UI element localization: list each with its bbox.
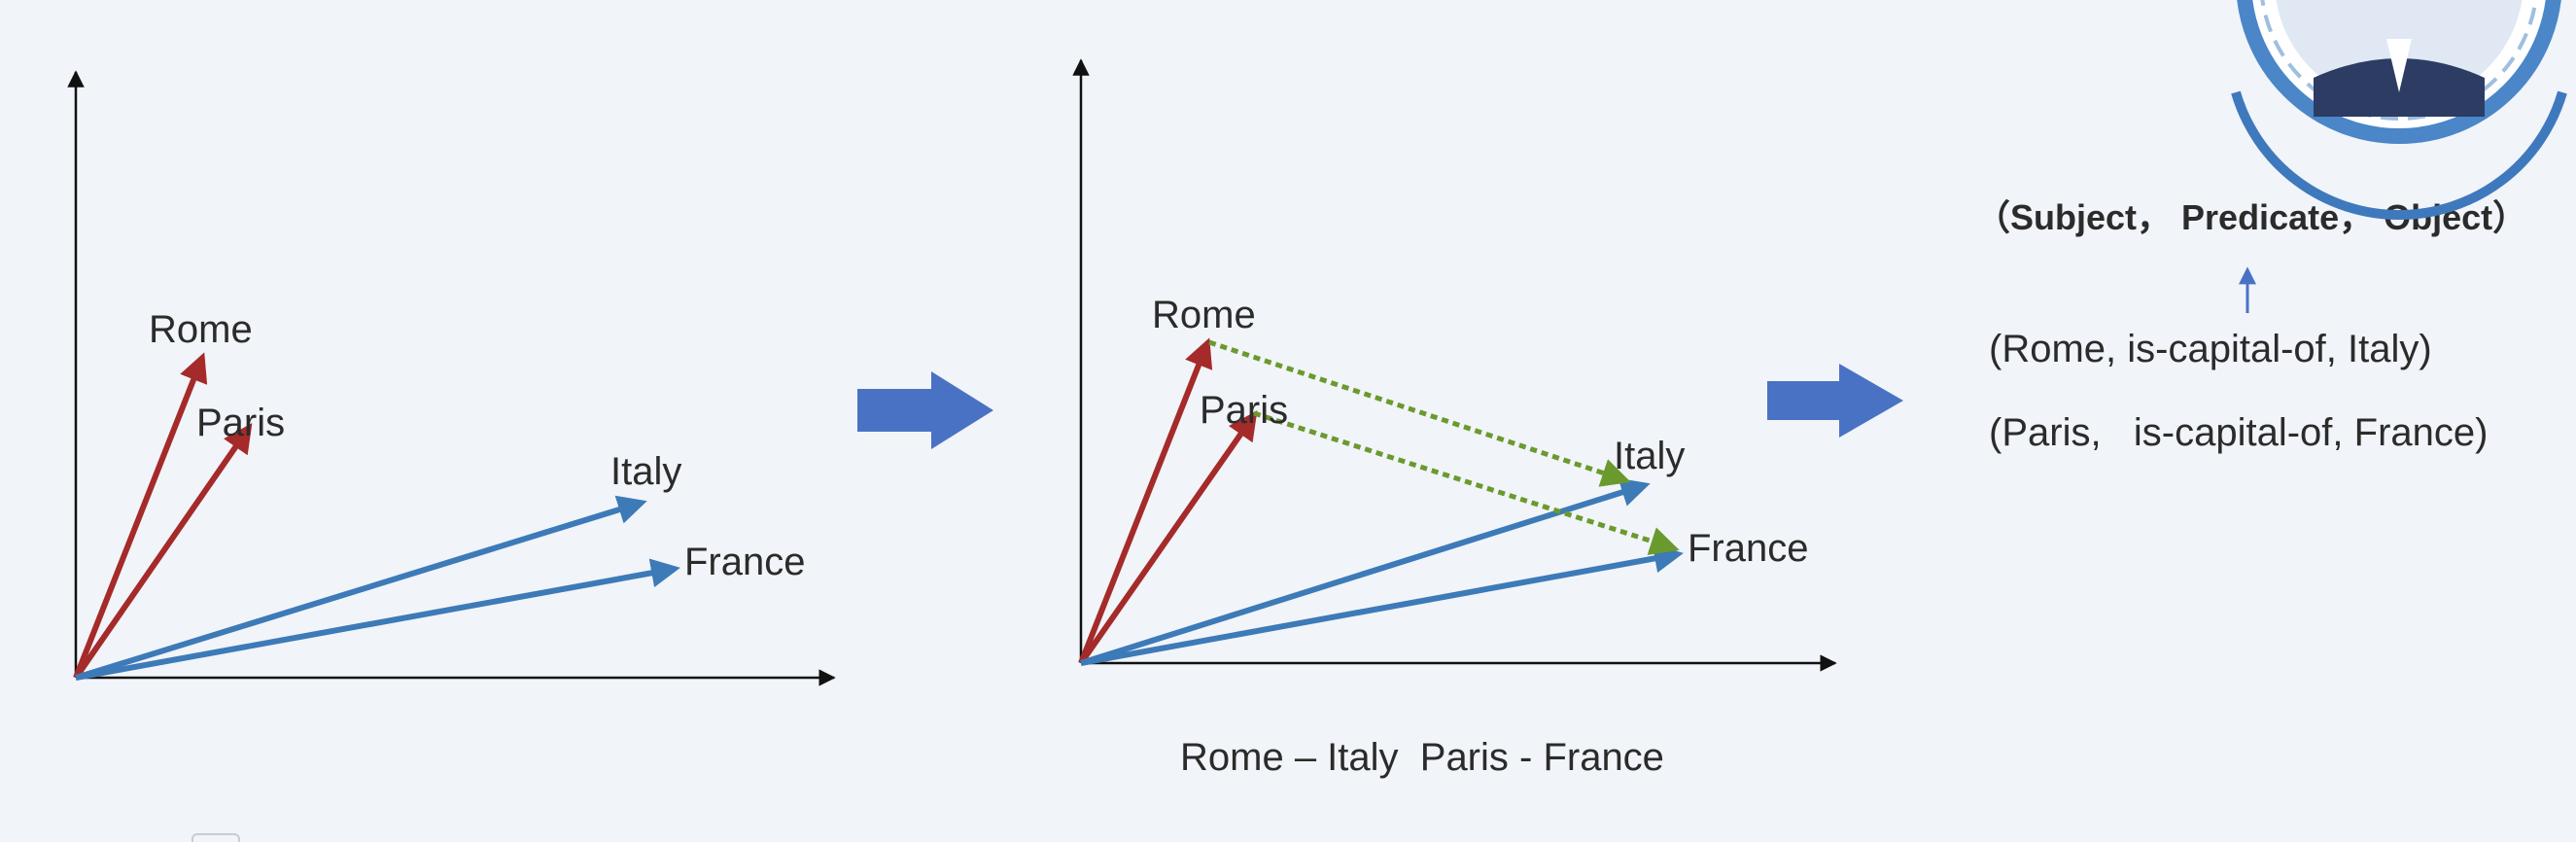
middle-italy-label: Italy: [1614, 435, 1685, 477]
left-rome-vector: [73, 352, 208, 680]
presenter-avatar: [2231, 0, 2567, 220]
middle-paris-label: Paris: [1200, 389, 1288, 432]
transition-arrow-2: [1767, 364, 1903, 438]
middle-rome-label: Rome: [1152, 294, 1256, 336]
middle-caption: Rome – Italy Paris - France: [1180, 736, 1664, 779]
corner-mark: [191, 833, 240, 842]
paris-france-relation-vector: [1253, 410, 1680, 555]
triple-header: （Subject， Predicate， Object）: [1975, 197, 2527, 237]
middle-rome-vector: [1078, 337, 1213, 665]
left-rome-label: Rome: [149, 308, 253, 351]
left-france-vector: [75, 558, 680, 681]
middle-france-label: France: [1688, 527, 1809, 570]
middle-france-vector: [1080, 544, 1684, 666]
left-paris-vector: [73, 423, 253, 680]
triple-row: (Rome, is-capital-of, Italy): [1989, 328, 2432, 370]
middle-paris-vector: [1078, 410, 1258, 665]
left-france-label: France: [684, 541, 806, 583]
middle-italy-vector: [1080, 477, 1651, 666]
rome-italy-relation-vector: [1208, 339, 1631, 487]
triple-panel: （Subject， Predicate， Object） (Rome, is-c…: [1975, 197, 2527, 454]
transition-arrow-1: [857, 371, 993, 449]
left-italy-label: Italy: [610, 450, 681, 493]
triple-row: (Paris, is-capital-of, France): [1989, 411, 2488, 454]
middle-vector-plot: Rome Paris Italy France Rome – Italy Par…: [1072, 58, 1837, 779]
left-italy-vector: [75, 495, 647, 681]
left-vector-plot: Rome Paris Italy France: [67, 70, 836, 686]
left-paris-label: Paris: [196, 402, 285, 444]
